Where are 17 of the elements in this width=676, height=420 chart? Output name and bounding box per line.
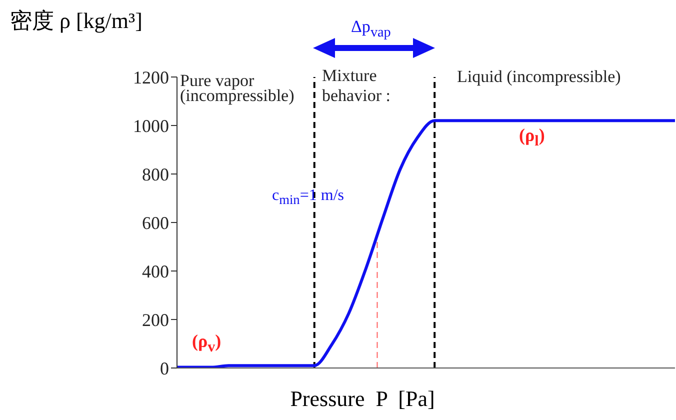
y-axis-title: 密度 ρ [kg/m³] [10,7,142,35]
annotation: Pure vapor (incompressible) [180,71,294,106]
annotation: c$_{min}$=1 m/s [272,187,344,208]
annotation: (ρ$_{v}$) [192,331,222,356]
y-tick-label: 1000 [133,116,169,136]
annotation: Liquid (incompressible) [457,67,621,87]
y-tick-label: 0 [160,358,169,378]
text: Δp$_{vap}$ [351,17,391,41]
line-series [177,119,675,368]
x-axis-title: Pressure P [Pa] [289,386,436,412]
annotation: Mixture behavior : [322,66,390,106]
y-tick-label: 600 [142,212,169,233]
y-tick-label: 800 [142,164,169,184]
y-tick-label: 200 [142,310,169,330]
y-tick-label: 400 [142,261,169,282]
y-tick-label: 1200 [133,67,169,88]
annotation: (ρ$_{l}$) [519,125,545,150]
